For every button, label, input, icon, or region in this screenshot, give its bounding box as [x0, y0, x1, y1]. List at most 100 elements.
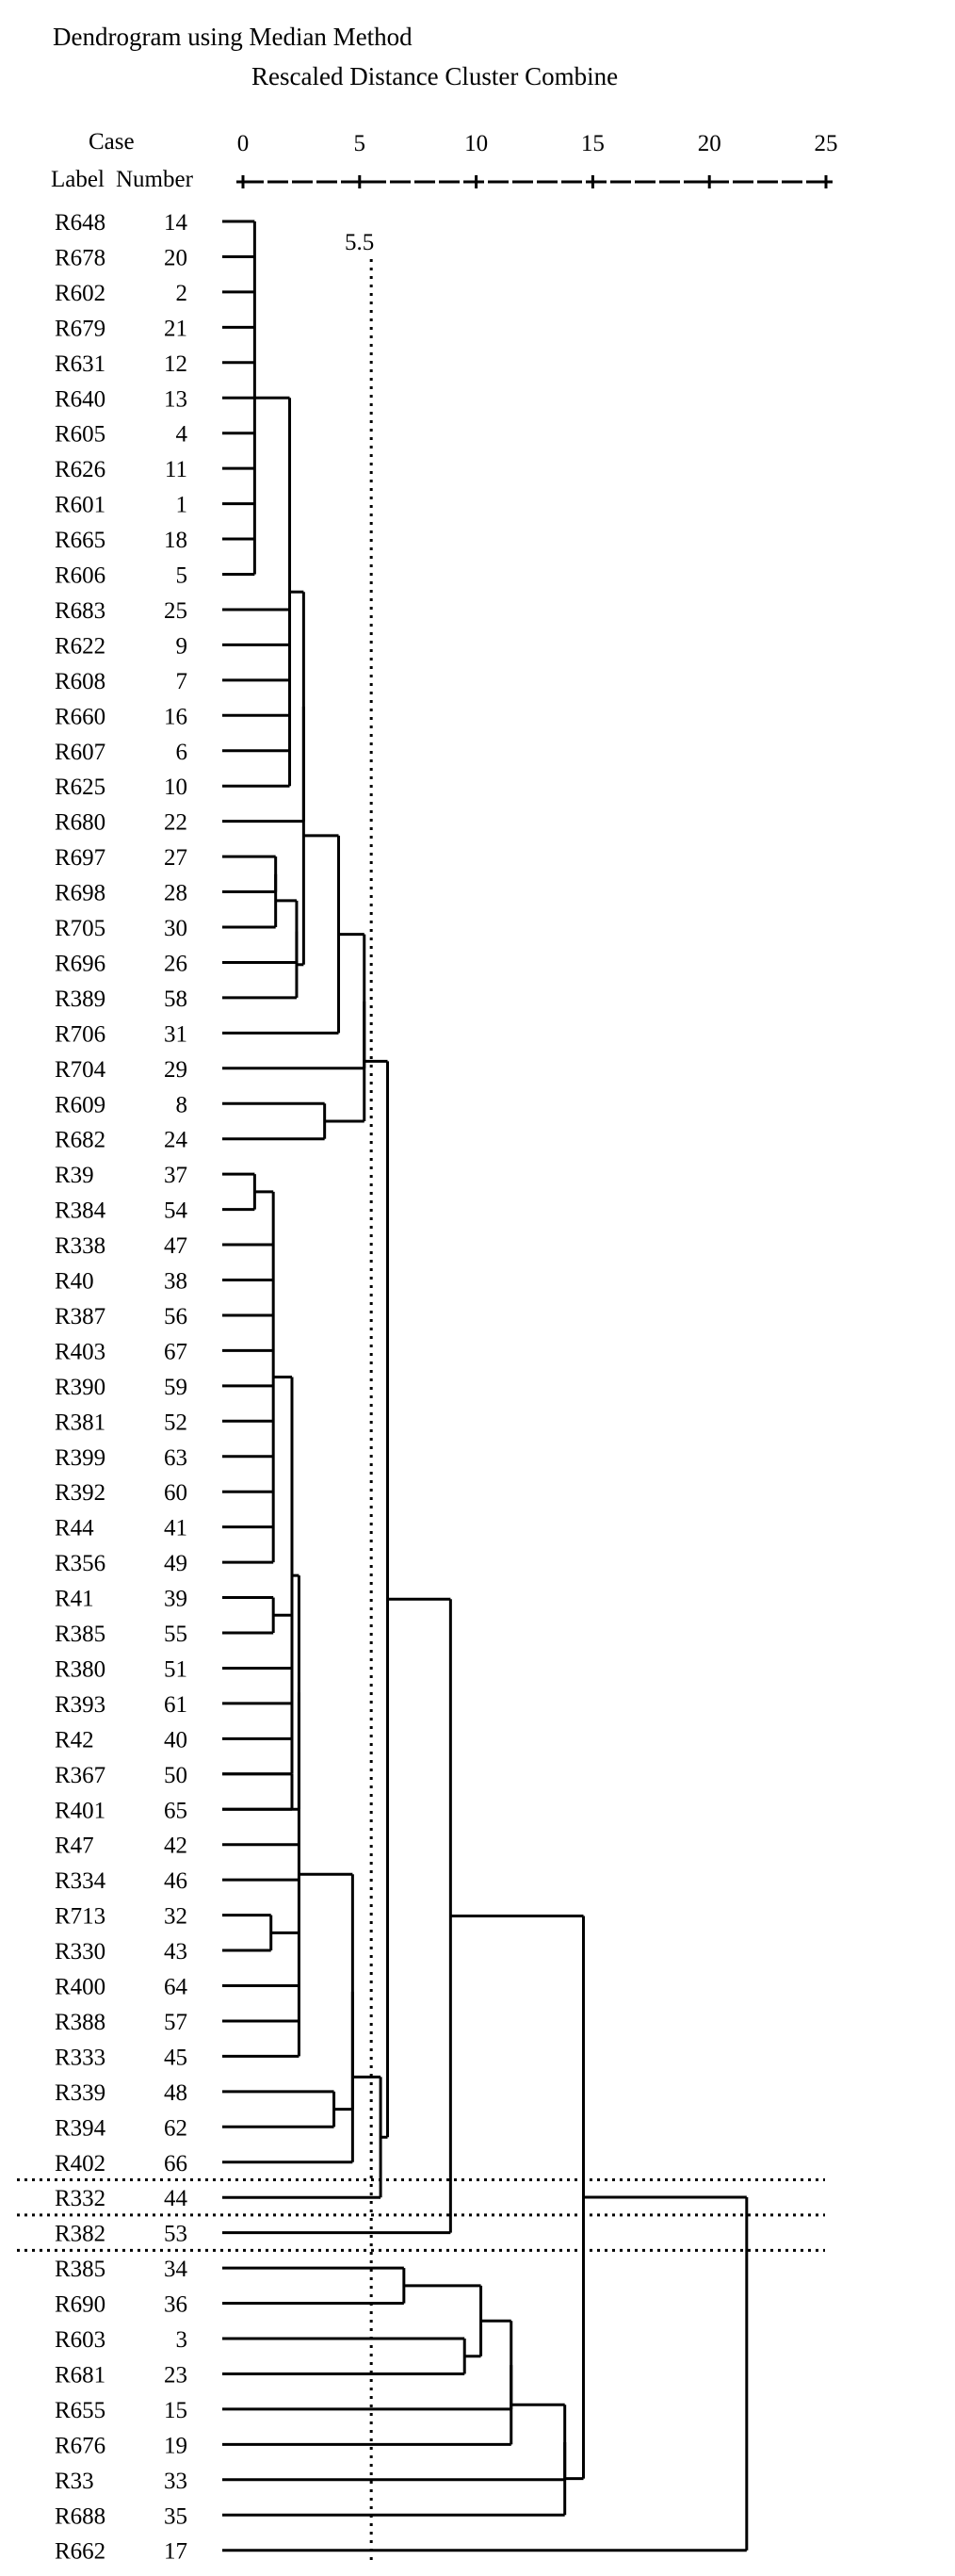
leaf-label: R44 — [55, 1516, 94, 1541]
leaf-number: 23 — [164, 2362, 187, 2388]
leaf-label: R682 — [55, 1128, 105, 1153]
leaf-number: 5 — [176, 563, 188, 589]
leaf-label: R385 — [55, 2257, 105, 2282]
leaf-number: 33 — [164, 2469, 187, 2494]
leaf-number: 19 — [164, 2433, 187, 2458]
leaf-label: R333 — [55, 2045, 105, 2070]
axis: 0 5 10 15 20 25 — [236, 131, 838, 2563]
leaf-label: R696 — [55, 951, 105, 976]
leaf-number: 54 — [164, 1198, 188, 1224]
leaf-number: 58 — [164, 986, 187, 1012]
leaf-label: R367 — [55, 1763, 105, 1788]
highlight-bands — [17, 2177, 825, 2252]
leaf-label: R705 — [55, 916, 105, 941]
axis-tick-label: 0 — [237, 131, 250, 156]
leaf-label: R601 — [55, 493, 105, 518]
leaf-label: R648 — [55, 210, 105, 236]
leaf-number: 11 — [165, 457, 187, 482]
leaf-label: R606 — [55, 563, 105, 589]
leaf-number: 61 — [164, 1692, 187, 1718]
leaf-number: 16 — [164, 704, 187, 729]
leaf-label: R631 — [55, 351, 105, 377]
leaf-number: 67 — [164, 1339, 187, 1364]
leaf-number: 30 — [164, 916, 187, 941]
leaf-label: R401 — [55, 1798, 105, 1823]
leaf-label: R33 — [55, 2469, 94, 2494]
leaf-number: 49 — [164, 1551, 187, 1576]
axis-tick-label: 25 — [815, 131, 838, 156]
dendrogram-links — [222, 220, 749, 2552]
leaf-number: 9 — [176, 633, 188, 659]
leaf-number: 66 — [164, 2151, 187, 2177]
leaf-label: R356 — [55, 1551, 105, 1576]
leaf-label: R387 — [55, 1304, 105, 1329]
leaf-number: 65 — [164, 1798, 187, 1823]
leaf-number: 12 — [164, 351, 187, 377]
leaf-number: 2 — [176, 281, 188, 306]
leaf-label: R626 — [55, 457, 105, 482]
leaf-number: 41 — [164, 1516, 187, 1541]
leaf-label: R385 — [55, 1622, 105, 1647]
leaf-label: R678 — [55, 245, 105, 270]
axis-tick-label: 10 — [464, 131, 488, 156]
leaf-label: R393 — [55, 1692, 105, 1718]
leaf-label: R688 — [55, 2503, 105, 2529]
axis-tick-label: 15 — [581, 131, 605, 156]
leaf-label: R640 — [55, 386, 105, 412]
leaf-number: 59 — [164, 1375, 187, 1400]
leaf-label: R679 — [55, 316, 105, 341]
leaf-label: R655 — [55, 2398, 105, 2423]
leaf-label: R622 — [55, 633, 105, 659]
leaf-number: 4 — [176, 422, 188, 448]
leaf-number: 35 — [164, 2503, 187, 2529]
header-case: Case — [89, 129, 135, 155]
leaf-number: 25 — [164, 598, 187, 624]
leaf-number: 20 — [164, 245, 187, 270]
leaf-number: 47 — [164, 1233, 187, 1259]
leaf-label: R676 — [55, 2433, 105, 2458]
leaf-number: 26 — [164, 951, 187, 976]
leaf-number: 57 — [164, 2010, 187, 2035]
leaf-number: 32 — [164, 1904, 187, 1930]
leaf-number: 37 — [164, 1163, 187, 1188]
leaf-number: 3 — [176, 2327, 188, 2353]
leaf-label: R704 — [55, 1057, 106, 1083]
leaf-label: R608 — [55, 669, 105, 694]
leaf-label: R380 — [55, 1656, 105, 1682]
leaf-label: R47 — [55, 1834, 94, 1859]
leaf-number: 38 — [164, 1269, 187, 1295]
leaf-number: 18 — [164, 528, 187, 553]
leaf-label: R609 — [55, 1092, 105, 1117]
leaf-number: 55 — [164, 1622, 187, 1647]
leaf-label: R399 — [55, 1445, 105, 1471]
leaf-number: 24 — [164, 1128, 188, 1153]
leaf-label: R662 — [55, 2539, 105, 2565]
leaf-number: 17 — [164, 2539, 187, 2565]
leaf-number: 45 — [164, 2045, 187, 2070]
leaf-label: R706 — [55, 1021, 105, 1047]
leaf-label: R41 — [55, 1587, 94, 1612]
leaf-label: R40 — [55, 1269, 94, 1295]
leaf-number: 63 — [164, 1445, 187, 1471]
leaf-number: 31 — [164, 1021, 187, 1047]
leaf-number: 40 — [164, 1727, 187, 1753]
leaf-number: 22 — [164, 810, 187, 836]
leaf-number: 56 — [164, 1304, 187, 1329]
leaf-number: 52 — [164, 1410, 187, 1435]
leaf-number: 1 — [176, 493, 188, 518]
leaf-number: 6 — [176, 740, 188, 765]
leaf-label: R625 — [55, 774, 105, 800]
leaf-number: 64 — [164, 1975, 188, 2000]
leaf-number: 43 — [164, 1939, 187, 1965]
header-number: Number — [116, 167, 194, 192]
leaf-number: 8 — [176, 1092, 188, 1117]
leaf-number: 7 — [176, 669, 188, 694]
leaf-label: R698 — [55, 881, 105, 906]
leaf-number: 15 — [164, 2398, 187, 2423]
leaf-label: R683 — [55, 598, 105, 624]
axis-tick-label: 5 — [354, 131, 366, 156]
leaf-label: R384 — [55, 1198, 106, 1224]
leaf-label: R381 — [55, 1410, 105, 1435]
leaf-label: R330 — [55, 1939, 105, 1965]
leaf-number: 36 — [164, 2292, 187, 2318]
